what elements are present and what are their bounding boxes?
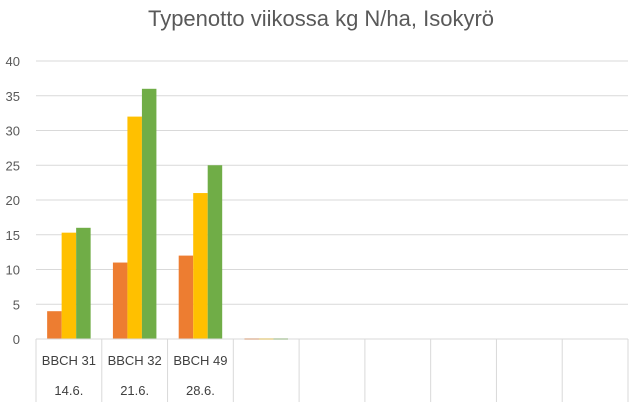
y-tick-label: 25	[6, 158, 20, 173]
chart-title: Typenotto viikossa kg N/ha, Isokyrö	[147, 6, 495, 31]
bar	[127, 116, 142, 339]
x-tick-label: BBCH 31	[42, 353, 96, 368]
x-tick-sublabel: 28.6.	[186, 383, 215, 398]
bar	[76, 227, 91, 339]
bar	[207, 165, 223, 339]
x-tick-sublabel: 21.6.	[120, 383, 149, 398]
y-tick-label: 5	[13, 297, 20, 312]
x-tick-sublabel: 14.6.	[54, 383, 83, 398]
y-tick-label: 40	[6, 54, 20, 69]
y-tick-label: 20	[6, 193, 20, 208]
bar	[193, 193, 208, 339]
bar	[112, 262, 128, 339]
y-tick-label: 30	[6, 124, 20, 139]
bar	[61, 232, 77, 339]
x-tick-label: BBCH 49	[173, 353, 227, 368]
y-tick-label: 10	[6, 263, 20, 278]
bar	[141, 88, 157, 339]
x-tick-label: BBCH 32	[108, 353, 162, 368]
y-tick-label: 15	[6, 228, 20, 243]
y-tick-label: 35	[6, 89, 20, 104]
y-tick-label: 0	[13, 332, 20, 347]
bar	[47, 311, 62, 339]
bar	[178, 255, 194, 339]
